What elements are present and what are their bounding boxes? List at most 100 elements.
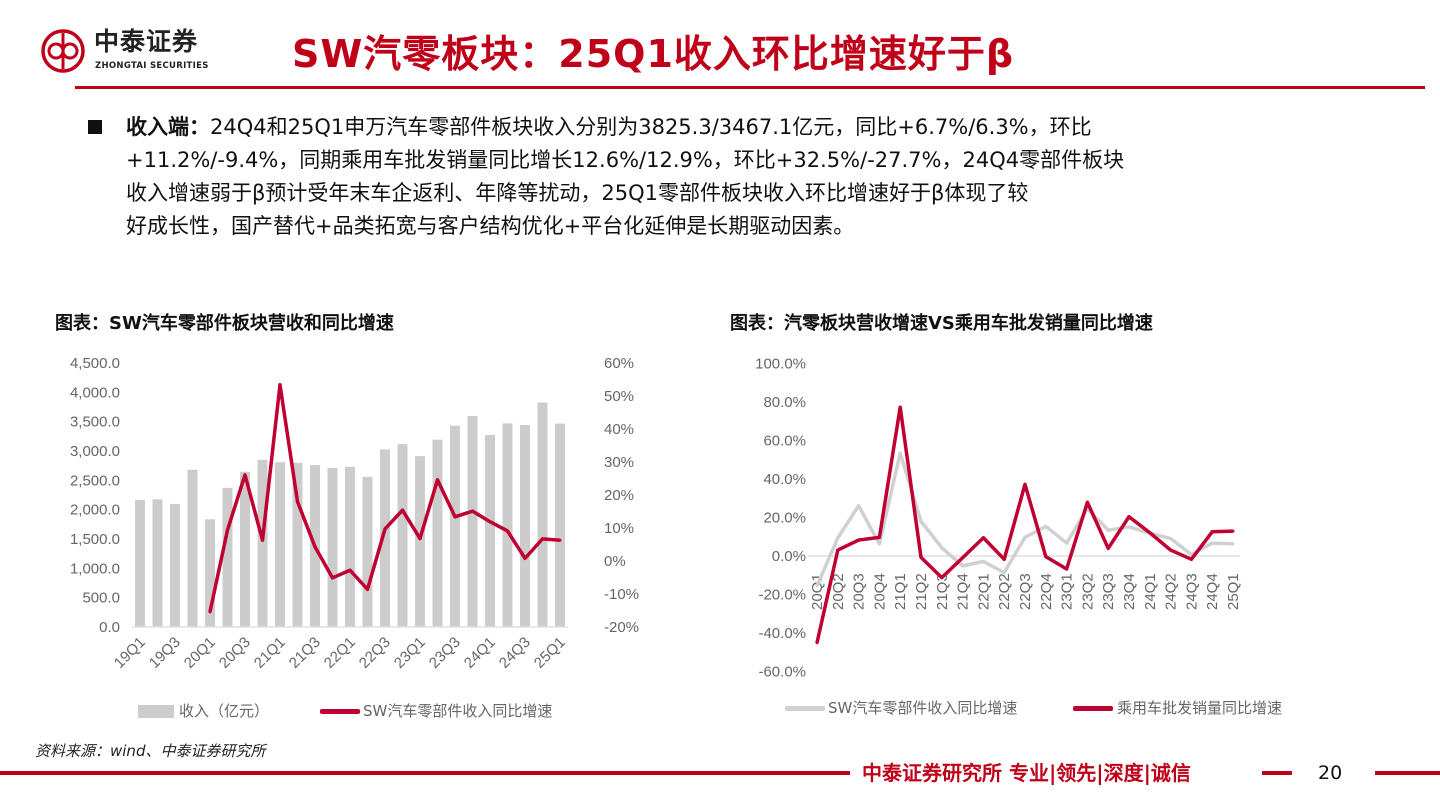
yoy-growth-point — [208, 610, 212, 614]
yoy-growth-point — [541, 537, 544, 541]
revenue-bar — [362, 476, 373, 627]
sw-parts-yoy-point — [1044, 524, 1048, 528]
x-axis-tick-label: 24Q2 — [1163, 573, 1180, 610]
car-wholesale-yoy-point — [1065, 567, 1069, 571]
revenue-bar — [222, 487, 233, 627]
y-axis-tick-label: 20.0% — [763, 510, 806, 527]
right-axis-tick-label: 20% — [604, 487, 634, 504]
yoy-growth-point — [331, 576, 334, 580]
right-axis-tick-label: 0% — [604, 553, 626, 570]
sw-parts-yoy-point — [919, 519, 923, 523]
car-wholesale-yoy-point — [1023, 482, 1027, 486]
revenue-bar — [415, 456, 425, 627]
yoy-growth-point — [366, 587, 369, 591]
car-wholesale-yoy-point — [919, 555, 923, 559]
revenue-bar — [292, 462, 303, 627]
car-wholesale-yoy-point — [961, 556, 965, 560]
car-wholesale-yoy-point — [815, 641, 819, 645]
y-axis-tick-label: 40.0% — [763, 471, 806, 488]
x-axis-tick-label: 22Q3 — [1017, 573, 1034, 610]
left-axis-tick-label: 500.0 — [82, 590, 120, 607]
chart-1-title: 图表：SW汽车零部件板块营收和同比增速 — [55, 313, 394, 334]
yoy-growth-point — [348, 568, 352, 572]
yoy-growth-point — [226, 528, 229, 532]
revenue-bar — [327, 468, 338, 627]
yoy-growth-point — [313, 545, 317, 549]
x-axis-tick-label: 20Q3 — [851, 573, 868, 610]
car-wholesale-yoy-point — [940, 576, 944, 580]
x-axis-tick-label: 23Q4 — [1121, 573, 1138, 610]
title-divider — [75, 86, 1425, 89]
revenue-bar — [537, 402, 548, 627]
footer-divider — [0, 771, 850, 775]
body-label: 收入端： — [126, 115, 210, 139]
revenue-bar — [467, 415, 478, 627]
y-axis-tick-label: 100.0% — [755, 355, 806, 372]
car-wholesale-yoy-point — [1106, 546, 1110, 550]
yoy-growth-point — [418, 537, 422, 541]
car-wholesale-yoy-point — [1148, 531, 1152, 535]
yoy-growth-point — [261, 538, 264, 542]
x-axis-tick-label: 21Q1 — [892, 573, 909, 610]
revenue-bar — [135, 499, 145, 627]
right-axis-tick-label: 10% — [604, 520, 634, 537]
legend-swatch-car-yoy — [1073, 706, 1113, 711]
revenue-bar — [187, 469, 198, 627]
footer-divider — [1375, 771, 1440, 775]
revenue-bar — [432, 439, 443, 627]
legend-swatch-yoy — [320, 709, 360, 714]
revenue-bar — [345, 466, 355, 627]
x-axis-tick-label: 21Q3 — [934, 573, 951, 610]
car-wholesale-yoy-point — [1169, 548, 1173, 552]
body-line-2: +11.2%/-9.4%，同期乘用车批发销量同比增长12.6%/12.9%，环比… — [126, 148, 1125, 172]
left-axis-tick-label: 3,000.0 — [70, 443, 120, 460]
sw-parts-yoy-point — [877, 542, 881, 546]
x-axis-tick-label: 22Q4 — [1038, 573, 1055, 610]
sw-parts-yoy-point — [857, 504, 861, 508]
revenue-bar — [152, 499, 163, 627]
car-wholesale-yoy-point — [857, 538, 861, 542]
car-wholesale-yoy-point — [1044, 555, 1048, 559]
legend-label-yoy: SW汽车零部件收入同比增速 — [363, 702, 553, 720]
x-axis-tick-label: 25Q1 — [1225, 573, 1242, 610]
sw-parts-yoy-point — [1023, 535, 1027, 539]
chart-2-title: 图表：汽零板块营收增速VS乘用车批发销量同比增速 — [730, 313, 1153, 334]
x-axis-tick-label: 24Q4 — [1204, 573, 1221, 610]
y-axis-tick-label: 0.0% — [772, 548, 806, 565]
x-axis-tick-label: 21Q2 — [913, 573, 930, 610]
x-axis-tick-label: 20Q2 — [830, 573, 847, 610]
logo-name: 中泰证券 — [94, 27, 199, 56]
left-axis-tick-label: 4,500.0 — [70, 355, 120, 372]
revenue-bar — [502, 423, 513, 627]
yoy-growth-point — [488, 520, 492, 524]
x-axis-tick-label: 20Q1 — [809, 573, 826, 610]
yoy-growth-point — [453, 515, 457, 519]
sw-parts-yoy-point — [1210, 541, 1214, 545]
left-axis-tick-label: 0.0 — [99, 619, 120, 636]
yoy-growth-point — [243, 473, 247, 477]
y-axis-tick-label: -40.0% — [758, 625, 806, 642]
footer-divider — [1262, 771, 1292, 775]
page-number: 20 — [1318, 762, 1343, 784]
right-axis-tick-label: 40% — [604, 421, 634, 438]
x-axis-tick-label: 22Q2 — [996, 573, 1013, 610]
y-axis-tick-label: -20.0% — [758, 587, 806, 604]
legend-label-revenue: 收入（亿元） — [179, 702, 270, 720]
car-wholesale-yoy-point — [877, 535, 881, 539]
yoy-growth-point — [401, 508, 404, 512]
left-axis-tick-label: 2,500.0 — [70, 472, 120, 489]
sw-parts-yoy-point — [1002, 571, 1006, 575]
revenue-bar — [240, 471, 250, 627]
right-axis-tick-label: -20% — [604, 619, 639, 636]
revenue-bar — [170, 503, 180, 627]
car-wholesale-yoy-point — [1210, 530, 1214, 534]
x-axis-tick-label: 21Q4 — [955, 573, 972, 610]
yoy-growth-point — [471, 509, 474, 513]
yoy-growth-point — [558, 538, 562, 542]
car-wholesale-yoy-point — [1002, 557, 1006, 561]
revenue-bar — [485, 435, 495, 627]
sw-parts-yoy-point — [1231, 542, 1235, 546]
yoy-growth-point — [296, 500, 299, 504]
legend-label-sw-yoy: SW汽车零部件收入同比增速 — [828, 699, 1018, 717]
